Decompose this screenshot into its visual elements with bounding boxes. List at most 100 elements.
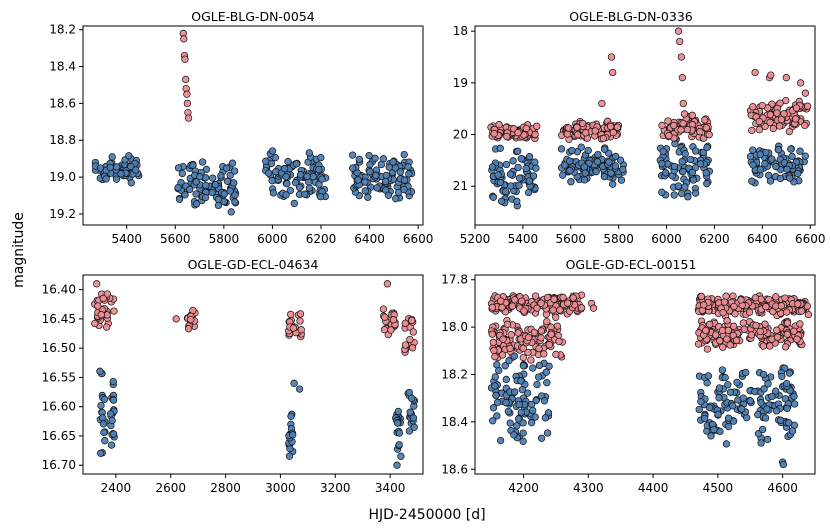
data-point xyxy=(703,345,712,353)
data-point xyxy=(389,316,398,324)
data-point xyxy=(502,187,510,196)
panel-ogle-gd-ecl-00151: OGLE-GD-ECL-00151 4200 4300 4400 4500 4600 17… xyxy=(441,257,816,495)
data-point xyxy=(598,99,606,108)
data-point xyxy=(755,126,764,134)
x-tick-label: 2400 xyxy=(101,481,132,495)
data-point xyxy=(764,380,772,388)
data-point xyxy=(703,180,711,188)
data-point xyxy=(679,168,687,176)
data-point xyxy=(566,157,574,165)
data-point xyxy=(577,143,585,151)
data-point xyxy=(495,121,503,129)
data-point xyxy=(366,168,374,176)
data-point xyxy=(803,102,812,110)
x-tick-label: 6600 xyxy=(403,232,434,246)
data-point xyxy=(573,123,581,131)
data-point xyxy=(758,101,766,110)
data-point xyxy=(540,397,549,405)
data-point xyxy=(696,128,704,136)
data-point xyxy=(211,181,220,189)
data-point xyxy=(513,422,521,430)
data-point xyxy=(227,208,235,216)
data-point xyxy=(94,302,102,310)
data-point xyxy=(287,412,295,420)
data-point xyxy=(777,302,785,310)
data-point xyxy=(405,170,413,178)
plot-frame xyxy=(82,25,424,226)
data-point xyxy=(519,353,527,362)
data-points xyxy=(487,291,813,469)
data-point xyxy=(365,151,373,160)
y-tick-label: 18.6 xyxy=(49,96,76,110)
data-point xyxy=(533,122,541,130)
y-tick-label: 17.8 xyxy=(441,273,468,287)
data-point xyxy=(680,110,689,118)
panel-title: OGLE-GD-ECL-00151 xyxy=(566,257,697,272)
data-point xyxy=(759,370,768,379)
data-point xyxy=(223,164,231,172)
x-tick-label: 3200 xyxy=(320,481,351,495)
data-point xyxy=(514,329,522,337)
data-point xyxy=(515,400,523,409)
data-point xyxy=(751,68,759,77)
data-point xyxy=(552,313,560,321)
data-point xyxy=(790,327,798,335)
data-point xyxy=(533,304,541,312)
data-point xyxy=(801,152,809,160)
data-point xyxy=(705,131,713,139)
data-point xyxy=(226,171,234,179)
data-point xyxy=(527,356,535,364)
y-tick-label: 18.4 xyxy=(49,60,76,74)
data-point xyxy=(373,184,381,192)
data-point xyxy=(748,126,756,135)
data-point xyxy=(609,180,617,188)
data-point xyxy=(108,416,116,425)
data-point xyxy=(722,292,730,300)
data-point xyxy=(309,172,317,181)
data-point xyxy=(524,188,533,197)
x-tick-label: 6000 xyxy=(651,232,682,246)
data-point xyxy=(228,159,237,167)
data-point xyxy=(749,161,757,169)
data-point xyxy=(723,335,731,343)
data-point xyxy=(796,79,805,87)
data-point xyxy=(737,296,745,304)
data-point xyxy=(91,319,99,328)
data-point xyxy=(393,461,401,469)
data-point xyxy=(127,179,135,187)
data-point xyxy=(522,164,530,173)
data-point xyxy=(535,373,543,381)
data-point xyxy=(606,122,615,131)
data-point xyxy=(616,156,625,164)
data-point xyxy=(511,388,519,396)
data-point xyxy=(125,152,133,160)
data-point xyxy=(777,115,785,124)
data-point xyxy=(180,35,188,43)
data-point xyxy=(220,190,228,198)
data-point xyxy=(773,109,781,117)
data-points xyxy=(91,280,419,469)
data-point xyxy=(683,125,692,134)
data-point xyxy=(766,177,775,185)
x-tick-label: 3000 xyxy=(265,481,296,495)
data-point xyxy=(489,404,498,412)
data-point xyxy=(297,326,305,334)
data-point xyxy=(792,104,801,112)
data-point xyxy=(488,330,496,338)
y-tick-label: 18.2 xyxy=(441,368,468,382)
data-point xyxy=(763,435,772,444)
data-point xyxy=(395,429,404,437)
data-point xyxy=(100,428,108,437)
data-points xyxy=(91,29,416,216)
data-point xyxy=(184,114,193,122)
data-point xyxy=(742,368,750,377)
panel-ogle-blg-dn-0336: OGLE-BLG-DN-0336 5200 5400 5600 5800 6000 620… xyxy=(453,9,826,246)
data-point xyxy=(774,146,783,154)
data-point xyxy=(790,392,798,401)
x-tick-label: 5200 xyxy=(460,232,491,246)
data-point xyxy=(381,313,389,321)
data-point xyxy=(550,295,558,303)
data-point xyxy=(315,165,323,174)
data-point xyxy=(561,161,569,169)
